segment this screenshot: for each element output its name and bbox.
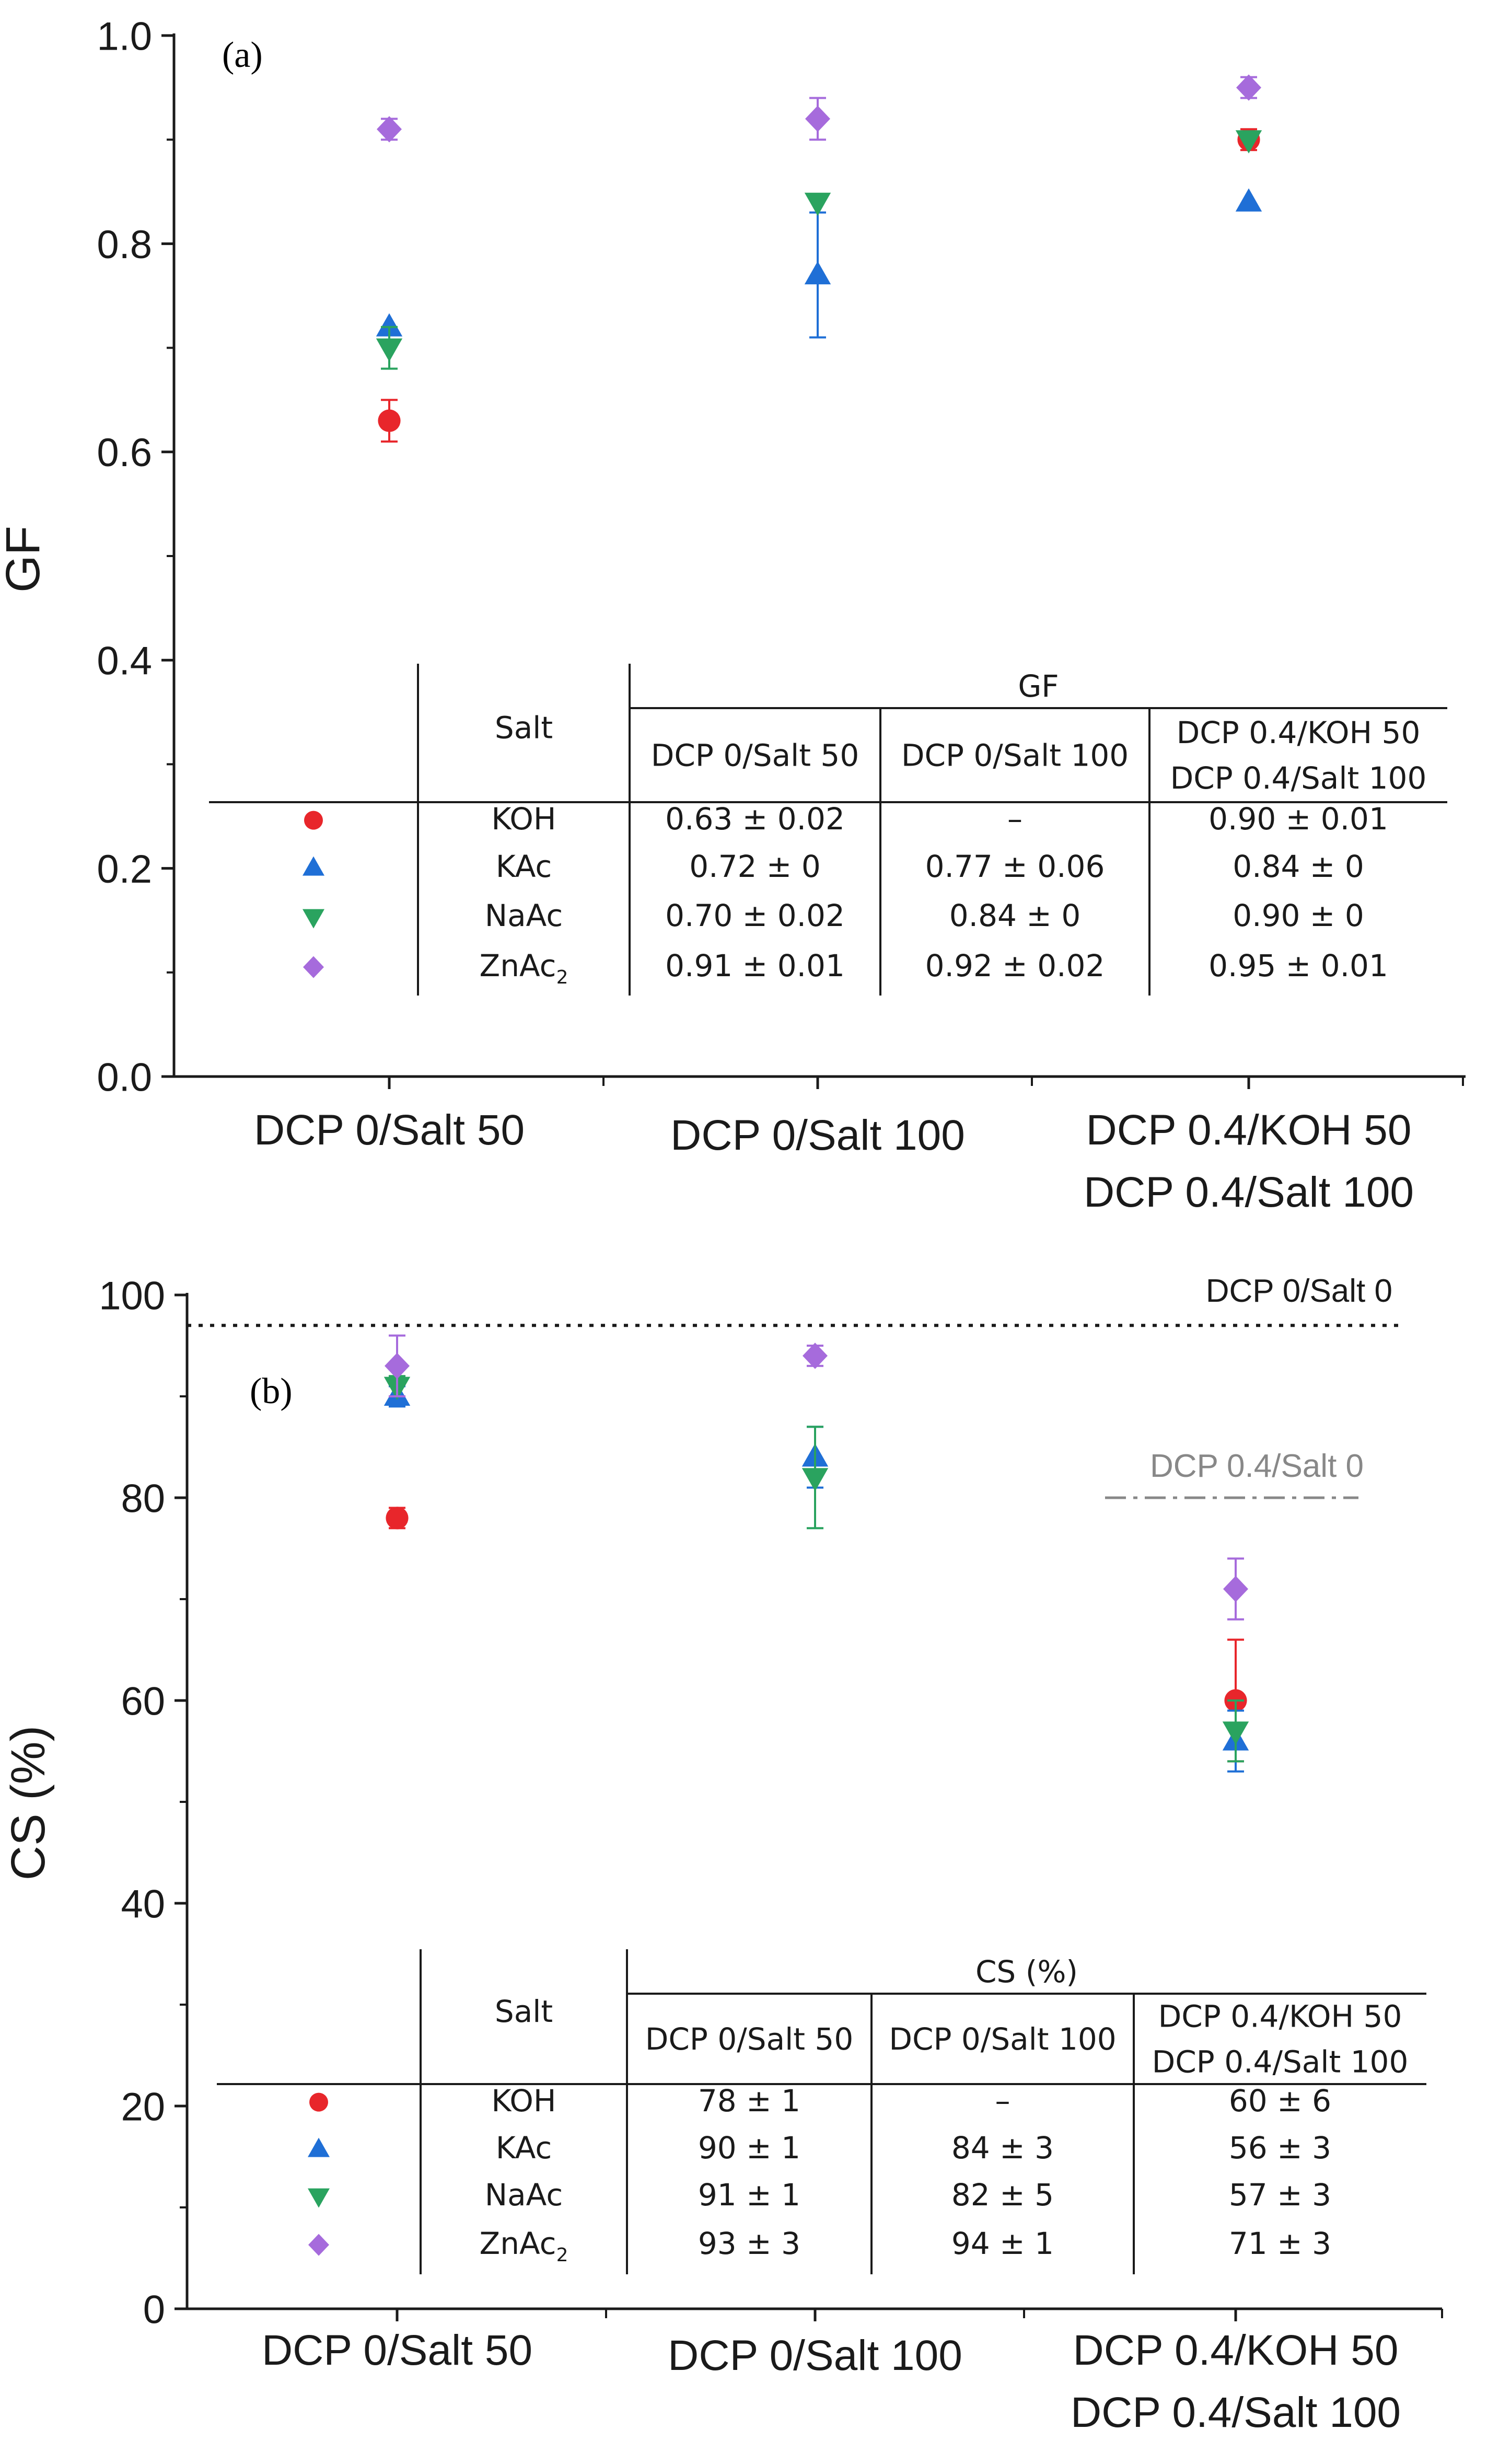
table-cell: – — [1007, 801, 1022, 837]
table-cell: 0.63 ± 0.02 — [665, 801, 845, 837]
table-col-header: DCP 0/Salt 50 — [651, 737, 859, 773]
point-naac — [804, 192, 831, 216]
table-marker-znac2 — [303, 956, 324, 978]
table-col-header: DCP 0.4/KOH 50 DCP 0.4/Salt 100 — [1170, 715, 1427, 796]
y-tick-label: 40 — [121, 1882, 165, 1926]
table-col-header: DCP 0/Salt 100 — [901, 737, 1129, 773]
y-tick-label: 100 — [99, 1274, 165, 1318]
table-cell: 82 ± 5 — [951, 2177, 1054, 2213]
table-cell: 0.84 ± 0 — [1233, 849, 1364, 884]
table-cell: 0.90 ± 0 — [1233, 898, 1364, 933]
panel-label: (b) — [250, 1371, 293, 1412]
table-cell: 0.72 ± 0 — [689, 849, 821, 884]
point-koh — [378, 409, 401, 432]
point-znac2 — [1223, 1576, 1248, 1602]
table-cell: 94 ± 1 — [951, 2226, 1054, 2261]
table-cell: – — [995, 2083, 1010, 2119]
table-cell: 0.92 ± 0.02 — [925, 948, 1105, 984]
table-row-header: Salt — [495, 1994, 553, 2029]
y-tick-label: 80 — [121, 1476, 165, 1521]
point-znac2 — [385, 1352, 410, 1379]
point-naac — [1222, 1721, 1249, 1745]
table-cell: 71 ± 3 — [1229, 2226, 1331, 2261]
y-tick-label: 0.0 — [97, 1055, 152, 1100]
table-cell: 0.84 ± 0 — [949, 898, 1081, 933]
point-znac2 — [377, 116, 402, 143]
y-tick-label: 0.4 — [97, 639, 152, 684]
table-salt-name: KAc — [496, 849, 552, 884]
y-tick-label: 0.6 — [97, 431, 152, 475]
y-axis-label: CS (%) — [2, 1726, 55, 1880]
y-axis-label: GF — [0, 526, 50, 593]
table-cell: 0.90 ± 0.01 — [1209, 801, 1388, 837]
x-tick-label: DCP 0.4/KOH 50 DCP 0.4/Salt 100 — [1084, 1106, 1414, 1216]
y-tick-label: 0 — [143, 2287, 165, 2332]
table-cell: 91 ± 1 — [698, 2177, 800, 2213]
point-kac — [1235, 188, 1262, 212]
table-cell: 78 ± 1 — [698, 2083, 800, 2119]
table-salt-name: NaAc — [485, 898, 563, 933]
table-salt-name: KOH — [491, 801, 556, 837]
y-tick-label: 0.2 — [97, 847, 152, 892]
table-cell: 0.77 ± 0.06 — [925, 849, 1105, 884]
table-salt-name: KAc — [496, 2130, 552, 2166]
table-cell: 0.91 ± 0.01 — [665, 948, 845, 984]
table-cell: 84 ± 3 — [951, 2130, 1054, 2166]
table-marker-naac — [303, 909, 324, 929]
table-marker-koh — [309, 2092, 328, 2112]
table-salt-name: NaAc — [485, 2177, 563, 2213]
data-table: Salt CS (%) DCP 0/Salt 50 DCP 0/Salt 100 DCP… — [217, 1949, 1426, 2274]
y-tick-label: 60 — [121, 1679, 165, 1723]
point-koh — [386, 1507, 409, 1530]
table-cell: 0.70 ± 0.02 — [665, 898, 845, 933]
x-tick-label: DCP 0.4/KOH 50 DCP 0.4/Salt 100 — [1071, 2327, 1401, 2436]
y-tick-label: 0.8 — [97, 223, 152, 267]
table-salt-name: KOH — [491, 2083, 556, 2119]
point-naac — [1235, 130, 1262, 154]
point-znac2 — [1236, 74, 1261, 101]
point-znac2 — [803, 1343, 828, 1369]
table-cell: 0.95 ± 0.01 — [1209, 948, 1388, 984]
y-tick-label: 20 — [121, 2085, 165, 2129]
table-marker-kac — [303, 856, 324, 876]
table-salt-name: ZnAc2 — [480, 2226, 568, 2266]
table-cell: 57 ± 3 — [1229, 2177, 1331, 2213]
x-tick-label: DCP 0/Salt 100 — [670, 1112, 965, 1159]
table-cell: 93 ± 3 — [698, 2226, 800, 2261]
point-naac — [376, 338, 403, 362]
table-marker-znac2 — [308, 2234, 329, 2256]
table-group-header: CS (%) — [975, 1954, 1078, 1989]
point-kac — [376, 313, 403, 337]
table-cell: 90 ± 1 — [698, 2130, 800, 2166]
table-col-header: DCP 0/Salt 50 — [645, 2021, 853, 2057]
chart-panel-a: 0.0 0.2 0.4 0.6 0.8 1.0 DCP 0/Salt 50 DCP 0/Sal… — [0, 14, 1466, 1216]
panel-label: (a) — [222, 35, 263, 75]
table-col-header: DCP 0/Salt 100 — [889, 2021, 1116, 2057]
table-group-header: GF — [1018, 668, 1059, 704]
table-marker-naac — [308, 2188, 330, 2208]
table-salt-name: ZnAc2 — [480, 948, 568, 988]
table-marker-kac — [308, 2137, 330, 2157]
point-kac — [804, 261, 831, 285]
x-tick-label: DCP 0/Salt 50 — [262, 2327, 532, 2374]
y-tick-label: 1.0 — [97, 14, 152, 59]
point-naac — [801, 1468, 829, 1491]
x-tick-label: DCP 0/Salt 100 — [668, 2332, 962, 2379]
table-row-header: Salt — [495, 710, 553, 746]
table-cell: 60 ± 6 — [1229, 2083, 1331, 2119]
table-cell: 56 ± 3 — [1229, 2130, 1331, 2166]
chart-panel-b: 0 20 40 60 80 100 DCP 0/Salt 50 DCP 0/Salt 100 D… — [2, 1273, 1443, 2436]
table-marker-koh — [304, 811, 323, 830]
reference-label-dcp0-salt0: DCP 0/Salt 0 — [1206, 1273, 1392, 1309]
x-tick-label: DCP 0/Salt 50 — [254, 1106, 525, 1154]
point-znac2 — [805, 106, 830, 132]
reference-label-dcp04-salt0: DCP 0.4/Salt 0 — [1150, 1448, 1364, 1484]
table-col-header: DCP 0.4/KOH 50 DCP 0.4/Salt 100 — [1152, 1998, 1409, 2079]
data-table: Salt GF DCP 0/Salt 50 DCP 0/Salt 100 DCP 0.4… — [209, 664, 1447, 996]
